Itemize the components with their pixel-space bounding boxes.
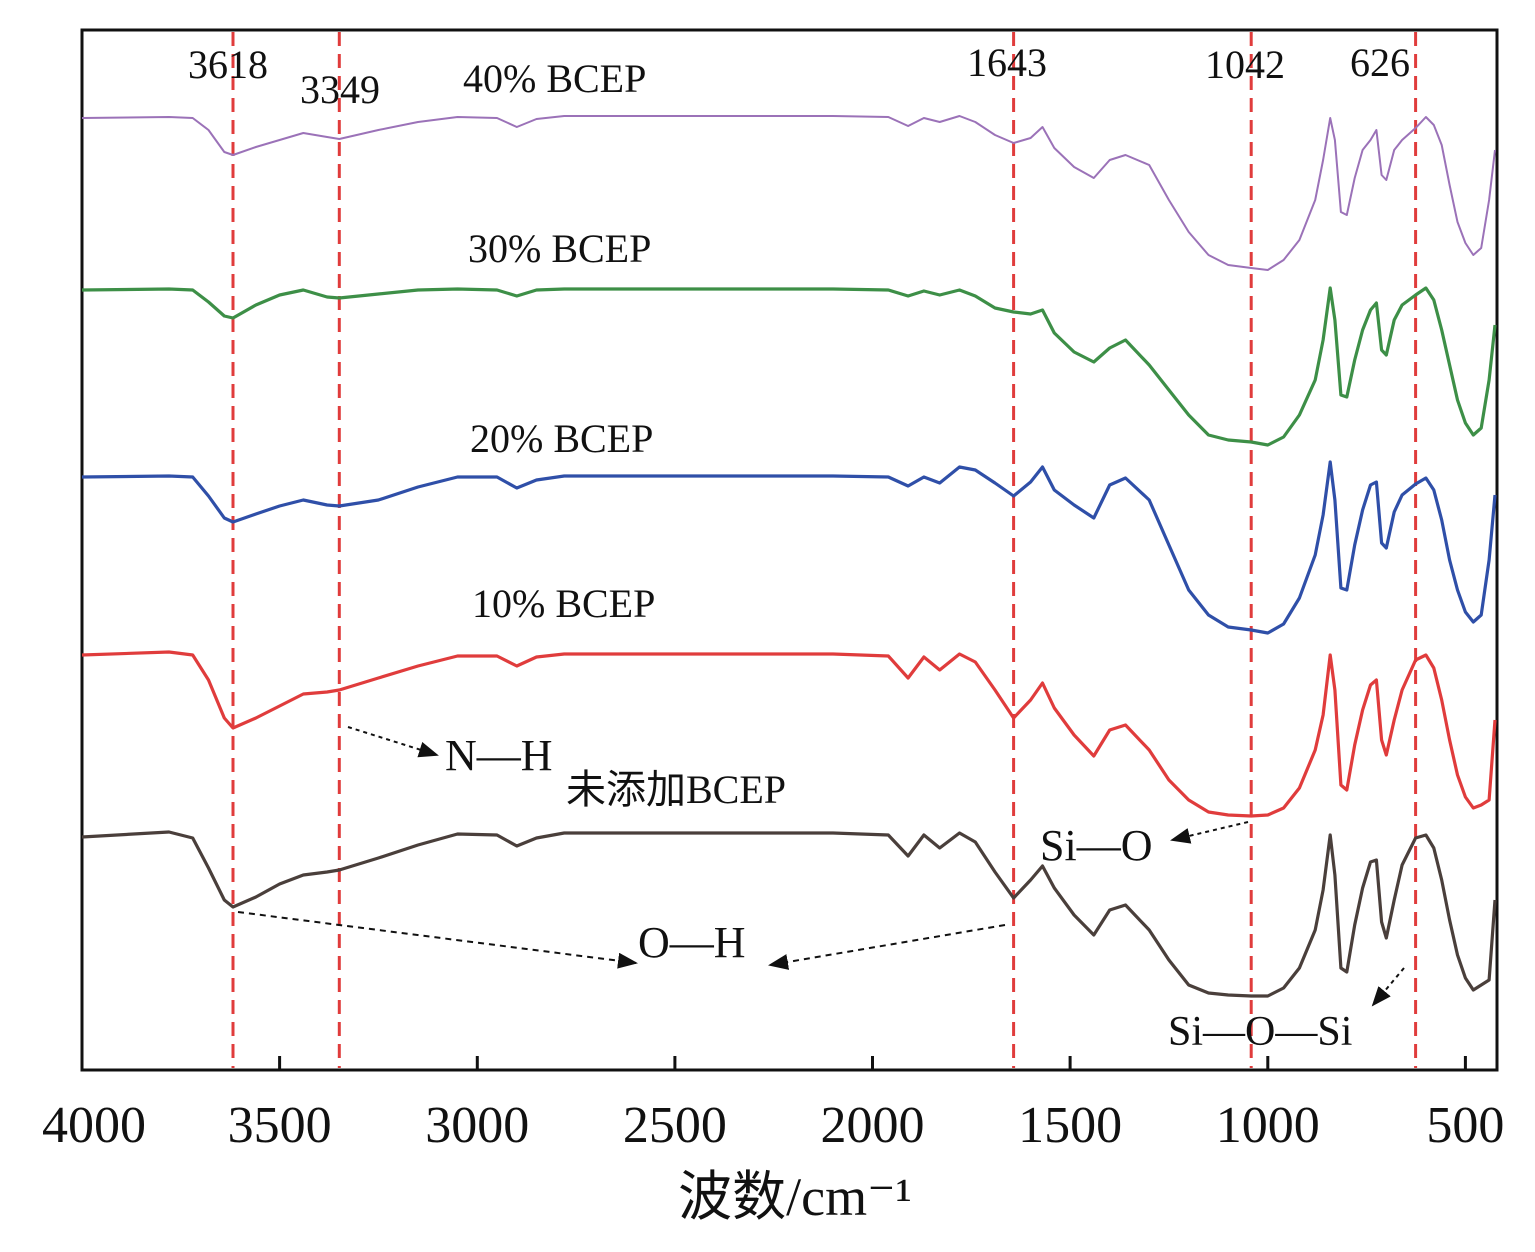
series-label-10: 10% BCEP <box>472 581 655 626</box>
arrow-sio <box>1170 821 1249 844</box>
series-line-1 <box>81 286 1497 447</box>
series-line-2 <box>81 460 1497 635</box>
series-line-0 <box>81 115 1496 271</box>
x-tick-label-3500: 3500 <box>228 1097 332 1154</box>
arrow-oh-right <box>768 924 1006 970</box>
series-line-4 <box>81 830 1497 998</box>
series-label-40: 40% BCEP <box>463 56 646 101</box>
arrow-siosi <box>1371 967 1405 1007</box>
annotation-sio: Si—O <box>1040 821 1152 870</box>
x-tick-label-1500: 1500 <box>1018 1097 1122 1154</box>
peak-label-3618: 3618 <box>188 42 268 87</box>
series-label-blank: 未添加BCEP <box>566 767 786 812</box>
arrow-oh-left <box>237 911 638 969</box>
peak-label-1643: 1643 <box>967 40 1047 85</box>
series-label-30: 30% BCEP <box>468 226 651 271</box>
annotation-oh: O—H <box>638 918 746 967</box>
x-axis-ticks: 4000 3500 3000 2500 2000 1500 1000 500 <box>42 1056 1504 1154</box>
x-axis-title: 波数/cm⁻¹ <box>678 1167 912 1227</box>
annotation-nh: N—H <box>445 731 553 780</box>
arrow-nh <box>347 726 439 758</box>
reference-lines <box>231 32 1418 1068</box>
x-tick-label-3000: 3000 <box>425 1097 529 1154</box>
x-tick-label-500: 500 <box>1426 1097 1504 1154</box>
peak-label-3349: 3349 <box>300 67 380 112</box>
series-line-3 <box>81 650 1497 818</box>
x-tick-label-2000: 2000 <box>821 1097 925 1154</box>
x-tick-label-1000: 1000 <box>1216 1097 1320 1154</box>
annotation-siosi: Si—O—Si <box>1168 1009 1352 1055</box>
plot-frame <box>80 28 1499 1072</box>
series-group <box>81 115 1497 998</box>
peak-label-1042: 1042 <box>1205 42 1285 87</box>
peak-label-626: 626 <box>1350 40 1410 85</box>
x-tick-label-2500: 2500 <box>623 1097 727 1154</box>
series-label-20: 20% BCEP <box>470 416 653 461</box>
x-tick-label-4000: 4000 <box>42 1097 146 1154</box>
